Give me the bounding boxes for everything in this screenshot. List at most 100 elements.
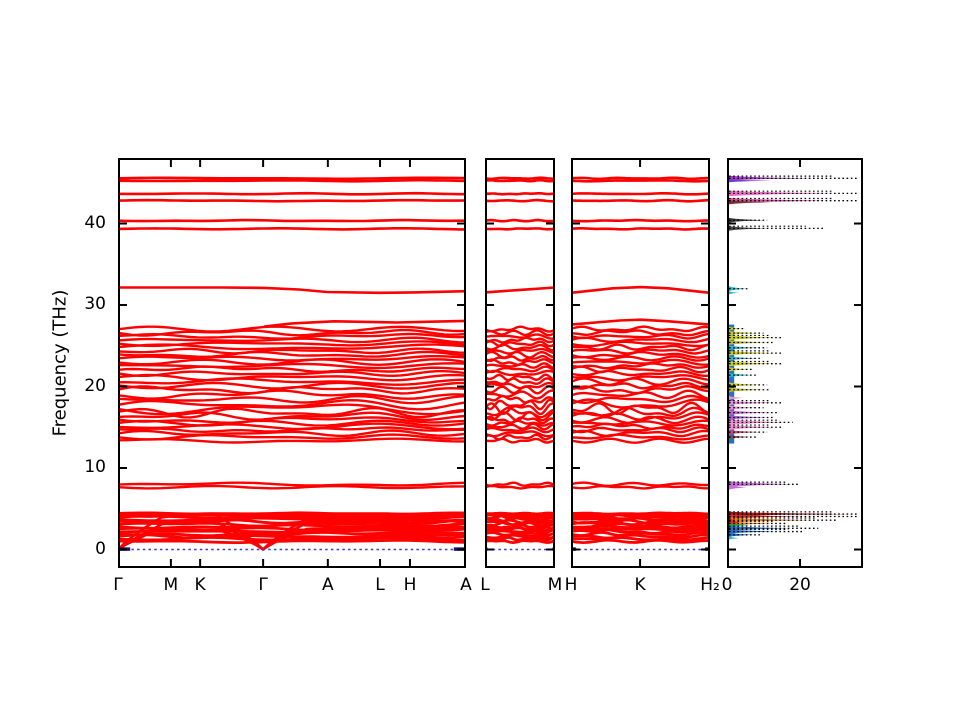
acoustic-band-path [118, 519, 466, 551]
band-path [571, 355, 710, 362]
band-path [485, 343, 555, 352]
band-path [485, 340, 555, 348]
kpoint-label: K [634, 575, 646, 595]
dos-spike [728, 350, 776, 356]
band-path [571, 285, 710, 295]
band-path [485, 398, 555, 411]
band-path [118, 325, 466, 333]
band-path [485, 528, 555, 535]
band-path [485, 325, 555, 333]
band-path [571, 511, 710, 516]
band-path [571, 374, 710, 382]
band-panel-gmkgalha [118, 158, 466, 568]
plot-canvas [571, 158, 710, 568]
band-path [485, 350, 555, 359]
ytick-label: 10 [84, 457, 106, 477]
band-path [571, 538, 710, 545]
axes-frame [118, 158, 466, 568]
band-path [485, 406, 555, 419]
band-path [571, 329, 710, 337]
band-path [118, 358, 466, 367]
band-path [118, 365, 466, 374]
band-path [485, 358, 555, 366]
band-path [571, 426, 710, 434]
dos-panel [727, 158, 863, 568]
band-path [118, 350, 466, 359]
band-path [118, 437, 466, 444]
band-path [485, 402, 555, 416]
dos-spike [728, 360, 776, 367]
band-path [571, 481, 710, 487]
band-path [485, 521, 555, 528]
band-path [571, 318, 710, 326]
kpoint-label: A [322, 575, 334, 595]
band-path [485, 437, 555, 444]
band-path [118, 528, 466, 535]
band-path [571, 218, 710, 223]
band-path [571, 533, 710, 540]
band-path [118, 484, 466, 490]
band-path [118, 429, 466, 438]
band-path [571, 422, 710, 431]
kpoint-label: H [564, 575, 578, 595]
band-path [485, 422, 555, 431]
acoustic-band-path [118, 513, 466, 552]
dos-spike [728, 175, 812, 181]
ytick-label: 30 [84, 294, 106, 315]
band-path [571, 377, 710, 387]
band-path [571, 536, 710, 542]
band-path [118, 511, 466, 516]
acoustic-band-path [485, 513, 555, 521]
band-path [571, 406, 710, 418]
band-path [118, 416, 466, 424]
band-path [118, 536, 466, 542]
band-path [118, 419, 466, 427]
band-path [485, 178, 555, 183]
band-path [118, 191, 466, 196]
band-path [118, 422, 466, 431]
kpoint-label: A [460, 575, 472, 595]
band-path [264, 319, 466, 328]
dos-spike [728, 536, 739, 541]
band-path [485, 192, 555, 196]
band-path [571, 437, 710, 444]
dos-spike [728, 395, 743, 401]
band-path [485, 176, 555, 181]
band-path [571, 340, 710, 348]
band-path [118, 426, 466, 434]
band-path [118, 377, 466, 386]
band-path [118, 176, 466, 181]
band-path [485, 333, 555, 340]
acoustic-band-path [118, 525, 466, 551]
dos-spike [728, 382, 761, 388]
band-path [485, 484, 555, 490]
dos-spike [728, 326, 743, 332]
dos-spike [728, 529, 776, 534]
plot-canvas [727, 158, 863, 568]
acoustic-band-path [571, 513, 710, 521]
dos-spike [728, 372, 754, 378]
acoustic-band-path [485, 519, 555, 526]
band-path [485, 286, 555, 294]
dos-spike [728, 334, 776, 341]
kpoint-label: Γ [113, 575, 123, 595]
dos-spike [728, 345, 761, 351]
band-path [118, 394, 466, 405]
band-path [118, 340, 466, 348]
band-panel-lm [485, 158, 555, 568]
band-path [571, 336, 710, 344]
acoustic-band-path [571, 519, 710, 526]
band-path [118, 218, 466, 223]
band-path [118, 362, 466, 370]
band-path [118, 370, 466, 378]
band-path [485, 394, 555, 404]
plot-canvas [485, 158, 555, 568]
ytick-label: 20 [84, 375, 106, 396]
band-path [571, 429, 710, 438]
band-path [571, 348, 710, 355]
band-path [485, 198, 555, 203]
dos-spike [728, 410, 772, 415]
band-path [485, 535, 555, 542]
dos-spike [728, 517, 812, 523]
